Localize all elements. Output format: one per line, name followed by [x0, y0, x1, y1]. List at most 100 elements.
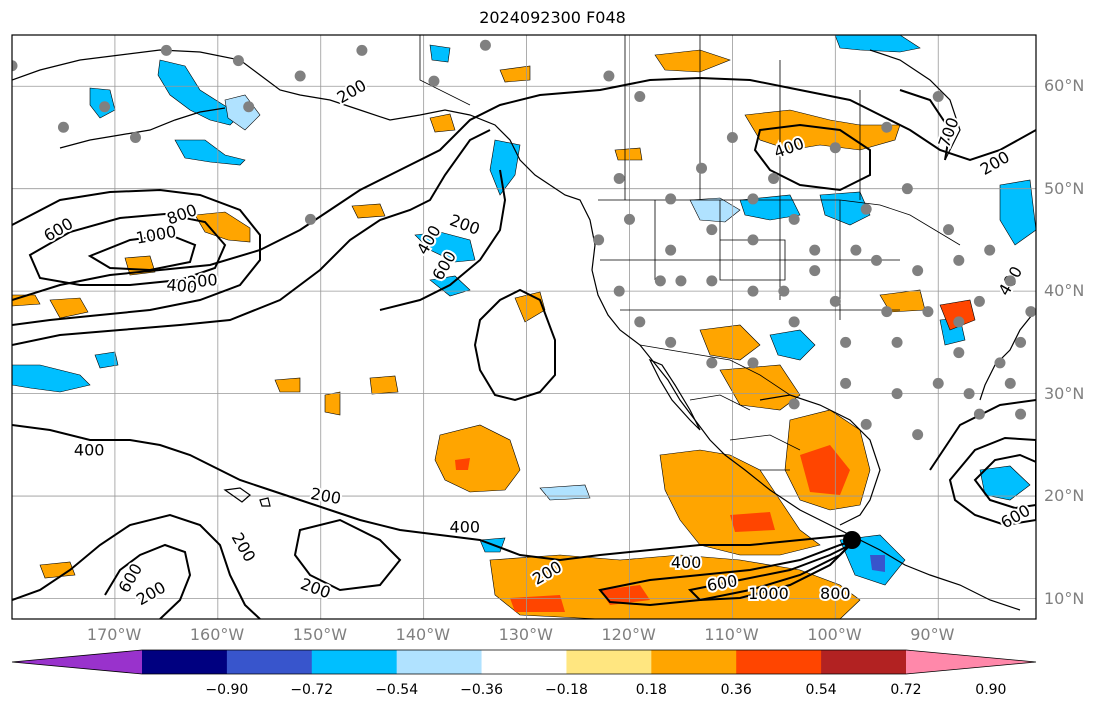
map-title: 2024092300 F048 [479, 8, 626, 27]
contour-label: 400 [450, 517, 481, 536]
station-dot [912, 429, 924, 441]
coastlines [12, 49, 1036, 611]
colorbar-tick-label: 0.54 [805, 682, 837, 698]
station-dot [829, 295, 841, 307]
station-dot [160, 44, 172, 56]
contour-line [12, 129, 491, 346]
colorbar-segment [651, 650, 737, 674]
station-dot [356, 44, 368, 56]
positive-anomaly-region [600, 585, 650, 605]
positive-anomaly-region [324, 391, 341, 416]
station-dot [973, 408, 985, 420]
station-dot [613, 172, 625, 184]
station-dot [881, 121, 893, 133]
contour-label: 400 [74, 440, 105, 459]
state-borders [600, 200, 900, 320]
positive-anomaly-region [614, 147, 643, 161]
station-dot [912, 265, 924, 277]
station-dot [634, 316, 646, 328]
longitude-label: 90°W [910, 625, 955, 644]
station-dot [696, 162, 708, 174]
negative-anomaly-region [769, 329, 816, 361]
positive-anomaly-region [369, 375, 399, 395]
station-dot [99, 101, 111, 113]
positive-anomaly-region [194, 211, 251, 243]
longitude-label: 120°W [601, 625, 656, 644]
contour-line [104, 543, 192, 619]
contour-line [12, 188, 261, 326]
station-dot [788, 213, 800, 225]
positive-anomaly-region [455, 458, 470, 470]
station-dot [706, 357, 718, 369]
station-dot [665, 336, 677, 348]
station-markers [12, 39, 1036, 441]
station-dot [747, 357, 759, 369]
colorbar-segment [566, 650, 652, 674]
west-coast-north-america [549, 184, 851, 536]
station-dot [654, 275, 666, 287]
station-dot [675, 275, 687, 287]
colorbar-tick-label: −0.90 [205, 682, 249, 698]
colorbar-segment [142, 650, 228, 674]
station-dot [1015, 336, 1027, 348]
station-dot [603, 70, 615, 82]
colorbar-segment [736, 650, 822, 674]
station-dot [922, 306, 934, 318]
longitude-label: 170°W [86, 625, 142, 644]
station-dot [232, 55, 244, 67]
negative-anomaly-region [870, 555, 885, 572]
colorbar-tick-label: 0.90 [975, 682, 1007, 698]
positive-anomaly-region [939, 299, 976, 331]
positive-anomaly-region [659, 449, 821, 556]
positive-anomaly-region [434, 424, 521, 493]
contour-line [899, 89, 952, 161]
contour-line [87, 233, 197, 272]
station-dot [932, 377, 944, 389]
colorbar-segment [481, 650, 567, 674]
positive-anomaly-region [730, 512, 775, 532]
negative-anomaly-region [489, 139, 521, 196]
political-borders [419, 35, 961, 471]
colorbar-extend-min [12, 650, 142, 674]
negative-anomaly-region [12, 364, 91, 393]
aleutian-islands [59, 107, 226, 149]
station-dot [891, 336, 903, 348]
contour-label: 800 [820, 584, 851, 603]
station-dot [984, 244, 996, 256]
station-dot [706, 275, 718, 287]
cyclone-center-marker [843, 531, 861, 549]
station-dot [665, 244, 677, 256]
contour-line [753, 123, 871, 192]
contour-label: 400 [166, 275, 198, 297]
station-dot [943, 224, 955, 236]
hudson-bay-coast [869, 49, 961, 161]
longitude-label: 130°W [498, 625, 553, 644]
station-dot [953, 316, 965, 328]
station-dot [294, 70, 306, 82]
positive-anomaly-region [510, 595, 565, 612]
contour-line [379, 169, 507, 311]
station-dot [1004, 275, 1016, 287]
colorbar-segment [821, 650, 907, 674]
negative-anomaly-region [999, 179, 1036, 246]
station-dot [1004, 377, 1016, 389]
longitude-label: 100°W [807, 625, 862, 644]
station-dot [726, 131, 738, 143]
longitude-label: 160°W [189, 625, 245, 644]
station-dot [428, 75, 440, 87]
colorbar-extend-max [906, 650, 1036, 674]
station-dot [243, 101, 255, 113]
us-mexico-border [639, 344, 791, 396]
negative-anomaly-region [834, 35, 921, 53]
alaska-coast [12, 49, 551, 186]
colorbar-tick-label: 0.72 [890, 682, 922, 698]
latitude-label: 50°N [1044, 178, 1085, 198]
station-dot [129, 131, 141, 143]
positive-anomaly-region [429, 113, 456, 133]
canada-provinces [624, 35, 861, 200]
station-dot [829, 142, 841, 154]
station-dot [665, 193, 677, 205]
station-dot [994, 357, 1006, 369]
